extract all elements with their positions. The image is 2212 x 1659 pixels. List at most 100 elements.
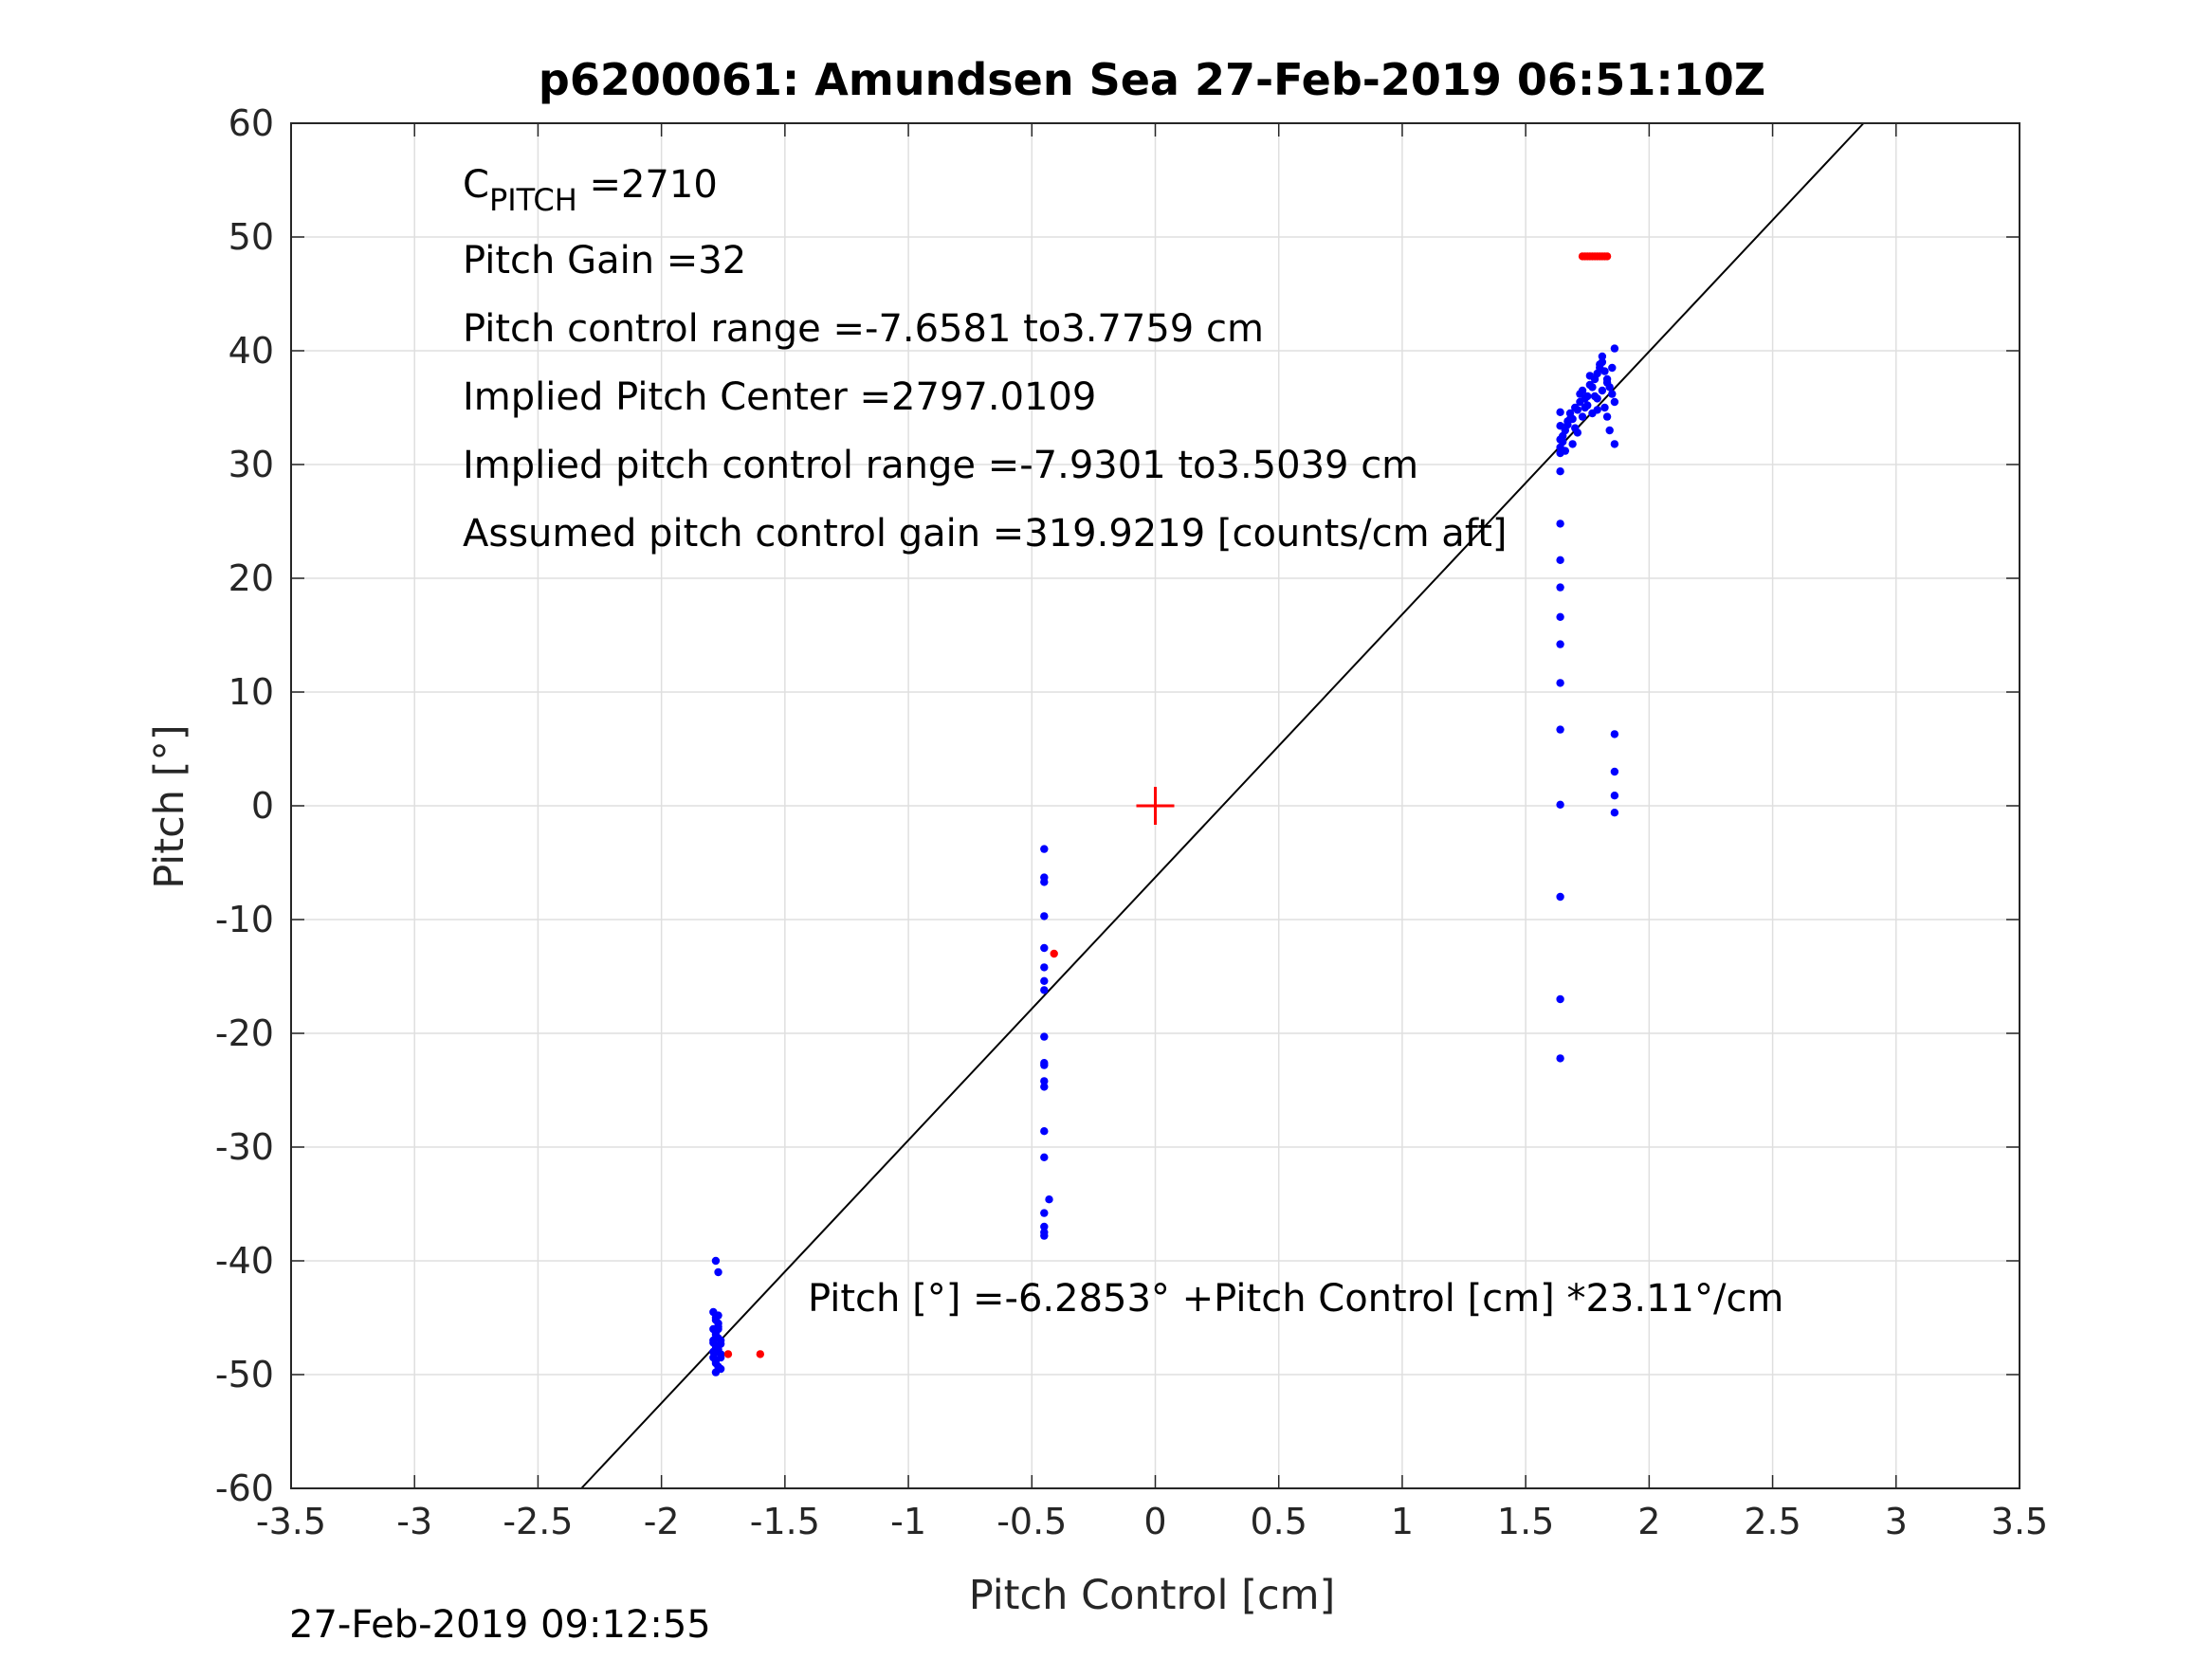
data-point [1590, 392, 1600, 401]
chart-title: p6200061: Amundsen Sea 27-Feb-2019 06:51… [539, 54, 1765, 105]
y-tick-label: 30 [229, 444, 274, 485]
x-tick-label: -0.5 [996, 1501, 1067, 1542]
y-tick-label: 10 [229, 671, 274, 713]
data-point [1040, 1153, 1049, 1162]
x-tick-label: -1.5 [750, 1501, 820, 1542]
data-point [1556, 800, 1564, 809]
y-tick-label: 20 [229, 557, 274, 599]
center-marker [1136, 787, 1175, 825]
data-point [1600, 403, 1609, 412]
data-point [716, 1340, 725, 1348]
data-point [1040, 912, 1049, 921]
data-point [1608, 363, 1617, 373]
data-point [1593, 406, 1601, 414]
series-red [723, 252, 1612, 1358]
data-point [1556, 556, 1564, 564]
y-tick-label: 60 [229, 102, 274, 144]
x-tick-label: 1.5 [1497, 1501, 1554, 1542]
data-point [1556, 408, 1564, 416]
data-point [1610, 344, 1619, 353]
data-point [1573, 406, 1582, 414]
data-point [1040, 976, 1049, 986]
data-point [1040, 1222, 1049, 1231]
data-point [1040, 845, 1049, 853]
y-tick-label: -40 [215, 1240, 274, 1282]
data-point [1556, 725, 1564, 734]
data-point [1556, 467, 1564, 476]
data-point [1600, 367, 1609, 375]
series-blue [709, 344, 1619, 1376]
data-point [1040, 1209, 1049, 1217]
data-point [1559, 431, 1567, 441]
data-point [1598, 386, 1607, 395]
data-point [1050, 949, 1058, 958]
x-tick-label: 1 [1391, 1501, 1414, 1542]
data-point [709, 1347, 718, 1357]
tick-labels: -3.5 -3 -2.5 -2 -1.5 -1 -0.5 0 0.5 1 1.5 2 2.5 3 3.5 -6… [215, 102, 2048, 1542]
data-point [716, 1353, 725, 1362]
data-point [1583, 392, 1592, 401]
data-point [1040, 1083, 1049, 1091]
data-point [1608, 390, 1617, 398]
x-tick-label: 2.5 [1744, 1501, 1801, 1542]
annotation-implied-range: Implied pitch control range =-7.9301 to3… [463, 444, 1418, 487]
data-point [1561, 447, 1570, 455]
data-point [1556, 612, 1564, 621]
x-tick-label: 0 [1143, 1501, 1166, 1542]
x-axis-label: Pitch Control [cm] [969, 1572, 1336, 1619]
data-point [1598, 352, 1607, 361]
data-point [1585, 372, 1595, 380]
x-tick-label: -1 [890, 1501, 926, 1542]
data-point [1040, 1231, 1049, 1240]
data-point [1605, 426, 1614, 435]
data-point [711, 1256, 721, 1266]
y-tick-label: -10 [215, 899, 274, 940]
data-point [1610, 767, 1619, 776]
plot-frame [290, 122, 2020, 1489]
annotation-implied-center: Implied Pitch Center =2797.0109 [463, 375, 1096, 419]
data-point [1578, 412, 1587, 421]
data-point [1556, 1054, 1564, 1063]
data-point [1596, 360, 1604, 369]
data-point [1588, 383, 1597, 392]
annotation-pitch-control-range: Pitch control range =-7.6581 to3.7759 cm [463, 307, 1264, 351]
data-point [1559, 437, 1567, 447]
y-tick-label: 50 [229, 216, 274, 258]
annotation-fit-equation: Pitch [°] =-6.2853° +Pitch Control [cm] … [808, 1277, 1783, 1321]
y-axis-label: Pitch [°] [146, 724, 193, 888]
data-point [1556, 520, 1564, 528]
data-point [1610, 397, 1619, 407]
data-point [1571, 424, 1580, 432]
data-point [1040, 943, 1049, 953]
data-point [1610, 809, 1619, 817]
annotation-pitch-gain: Pitch Gain =32 [463, 239, 746, 283]
data-point [714, 1324, 722, 1334]
data-point [1556, 640, 1564, 648]
x-tick-label: -2 [644, 1501, 680, 1542]
y-tick-label: -30 [215, 1126, 274, 1168]
footer-timestamp: 27-Feb-2019 09:12:55 [289, 1603, 711, 1647]
data-point [1556, 892, 1564, 902]
data-point [1581, 403, 1589, 412]
data-point [711, 1368, 721, 1376]
data-point [714, 1311, 722, 1320]
y-tick-label: 0 [251, 785, 274, 827]
y-tick-label: -20 [215, 1012, 274, 1054]
data-point [1040, 1127, 1049, 1136]
x-tick-label: 2 [1637, 1501, 1660, 1542]
data-point [1045, 1195, 1053, 1204]
y-tick-label: -60 [215, 1468, 274, 1509]
fit-line [580, 122, 1865, 1489]
x-tick-label: 0.5 [1250, 1501, 1307, 1542]
data-point [714, 1267, 722, 1277]
data-point [723, 1350, 733, 1358]
y-tick-label: -50 [215, 1354, 274, 1395]
data-point [1040, 963, 1049, 972]
data-point [1602, 412, 1612, 421]
data-point [1610, 440, 1619, 448]
scatter-points [709, 252, 1619, 1376]
data-point [1556, 994, 1564, 1004]
data-point [1040, 986, 1049, 994]
data-point [1610, 730, 1619, 738]
